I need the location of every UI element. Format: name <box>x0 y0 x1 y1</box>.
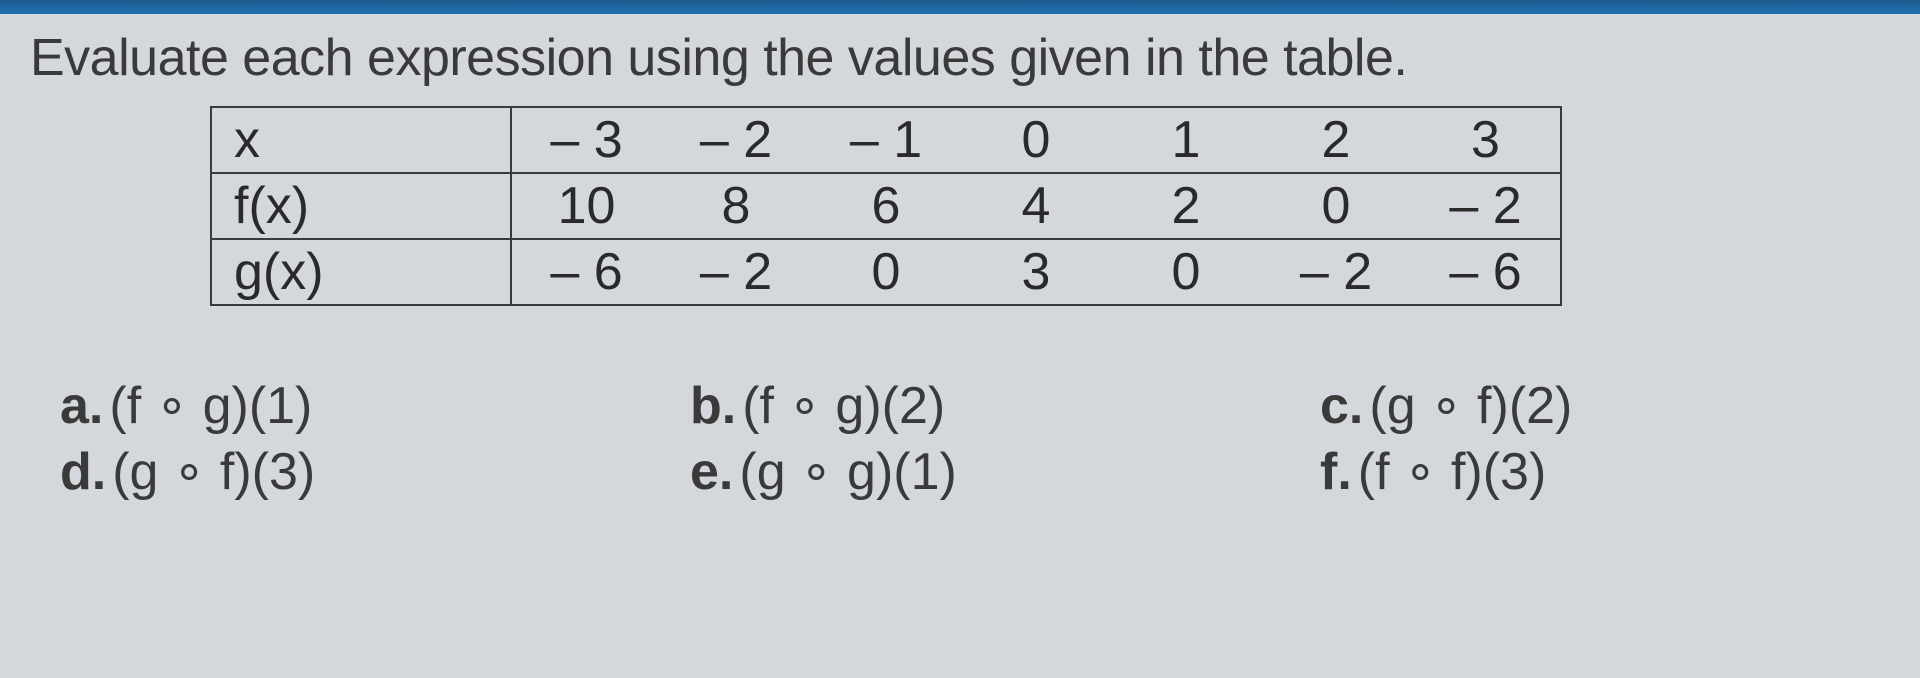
question-label: a. <box>60 377 103 435</box>
cell: – 2 <box>1411 173 1561 239</box>
question-label: c. <box>1320 377 1363 435</box>
row-label: f(x) <box>211 173 511 239</box>
cell: – 6 <box>1411 239 1561 305</box>
questions-grid: a.(f ∘ g)(1) b.(f ∘ g)(2) c.(g ∘ f)(2) d… <box>60 376 1890 502</box>
cell: 0 <box>1261 173 1411 239</box>
question-expression: (f ∘ f)(3) <box>1358 443 1547 501</box>
question-e: e.(g ∘ g)(1) <box>690 442 1260 502</box>
cell: 4 <box>961 173 1111 239</box>
question-expression: (g ∘ f)(2) <box>1369 377 1572 435</box>
question-label: f. <box>1320 443 1352 501</box>
question-f: f.(f ∘ f)(3) <box>1320 442 1890 502</box>
instruction-text: Evaluate each expression using the value… <box>30 28 1890 88</box>
cell: 0 <box>811 239 961 305</box>
cell: – 3 <box>511 107 661 173</box>
cell: – 2 <box>1261 239 1411 305</box>
values-table: x – 3 – 2 – 1 0 1 2 3 f(x) 10 8 6 4 2 0 … <box>210 106 1562 306</box>
title-bar <box>0 0 1920 14</box>
table-row: g(x) – 6 – 2 0 3 0 – 2 – 6 <box>211 239 1561 305</box>
row-label: x <box>211 107 511 173</box>
cell: 3 <box>1411 107 1561 173</box>
cell: – 6 <box>511 239 661 305</box>
cell: 0 <box>961 107 1111 173</box>
cell: 3 <box>961 239 1111 305</box>
cell: 2 <box>1111 173 1261 239</box>
question-label: b. <box>690 377 736 435</box>
cell: 0 <box>1111 239 1261 305</box>
cell: – 1 <box>811 107 961 173</box>
cell: – 2 <box>661 107 811 173</box>
question-label: d. <box>60 443 106 501</box>
question-label: e. <box>690 443 733 501</box>
question-expression: (f ∘ g)(1) <box>109 377 312 435</box>
cell: 1 <box>1111 107 1261 173</box>
cell: 8 <box>661 173 811 239</box>
question-a: a.(f ∘ g)(1) <box>60 376 630 436</box>
question-c: c.(g ∘ f)(2) <box>1320 376 1890 436</box>
values-table-wrapper: x – 3 – 2 – 1 0 1 2 3 f(x) 10 8 6 4 2 0 … <box>210 106 1890 306</box>
row-label: g(x) <box>211 239 511 305</box>
question-d: d.(g ∘ f)(3) <box>60 442 630 502</box>
cell: – 2 <box>661 239 811 305</box>
cell: 2 <box>1261 107 1411 173</box>
question-expression: (f ∘ g)(2) <box>742 377 945 435</box>
cell: 6 <box>811 173 961 239</box>
content-area: Evaluate each expression using the value… <box>0 0 1920 502</box>
question-expression: (g ∘ f)(3) <box>112 443 315 501</box>
table-row: f(x) 10 8 6 4 2 0 – 2 <box>211 173 1561 239</box>
cell: 10 <box>511 173 661 239</box>
table-row: x – 3 – 2 – 1 0 1 2 3 <box>211 107 1561 173</box>
question-expression: (g ∘ g)(1) <box>739 443 956 501</box>
question-b: b.(f ∘ g)(2) <box>690 376 1260 436</box>
